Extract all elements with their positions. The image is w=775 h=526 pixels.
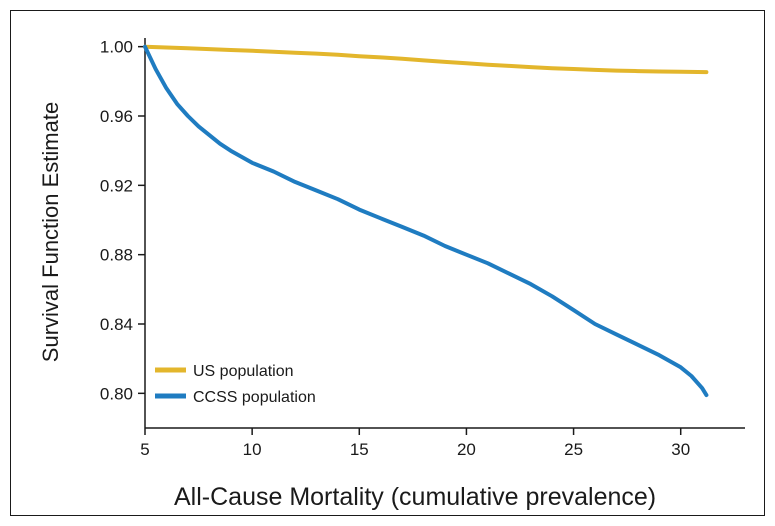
legend-label-ccss: CCSS population	[193, 389, 316, 406]
x-axis-title: All-Cause Mortality (cumulative prevalen…	[174, 483, 656, 511]
x-ticks: 5 10 15 20 25 30	[140, 428, 690, 459]
legend-label-us: US population	[193, 363, 294, 380]
x-tick-label: 10	[243, 440, 262, 459]
series-line-ccss	[143, 44, 709, 398]
y-tick-label: 0.84	[100, 315, 133, 334]
x-tick-label: 25	[564, 440, 583, 459]
y-tick-label: 0.92	[100, 176, 133, 195]
series-line-us	[143, 44, 709, 75]
y-tick-label: 0.96	[100, 107, 133, 126]
chart-frame	[10, 10, 765, 516]
legend: US population CCSS population	[155, 363, 316, 406]
y-tick-label: 0.88	[100, 246, 133, 265]
y-tick-label: 0.80	[100, 384, 133, 403]
y-axis-title: Survival Function Estimate	[38, 102, 63, 362]
x-tick-label: 20	[457, 440, 476, 459]
y-tick-label: 1.00	[100, 38, 133, 57]
series-layer	[143, 44, 709, 398]
axes	[144, 38, 745, 429]
y-ticks: 0.80 0.84 0.88 0.92 0.96 1.00	[100, 38, 145, 403]
x-tick-label: 5	[140, 440, 149, 459]
x-tick-label: 15	[350, 440, 369, 459]
x-tick-label: 30	[671, 440, 690, 459]
